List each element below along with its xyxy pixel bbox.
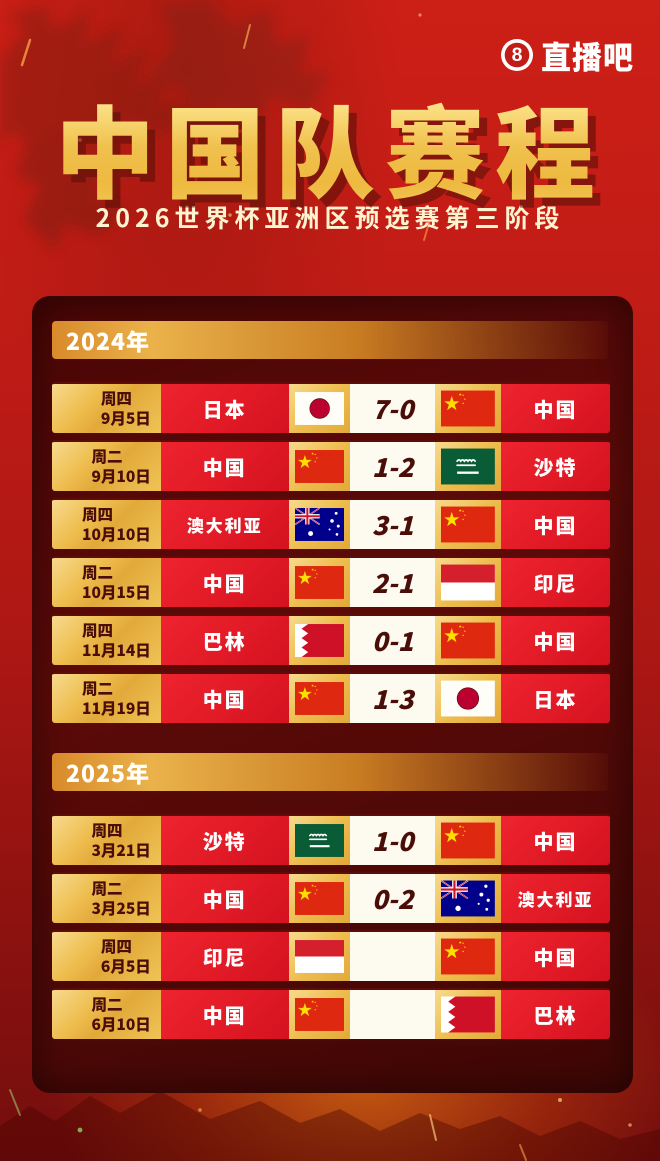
svg-text:8: 8 [512, 44, 523, 66]
